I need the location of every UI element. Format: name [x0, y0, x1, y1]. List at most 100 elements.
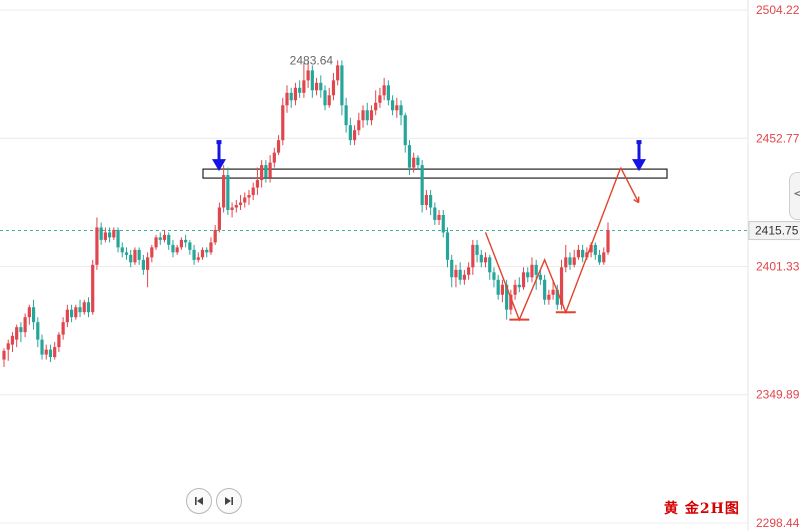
candle-body: [509, 294, 513, 310]
candle-body: [36, 322, 40, 340]
candle-body: [31, 307, 36, 323]
candle-body: [429, 195, 433, 208]
candle-body: [505, 284, 509, 310]
candle-body: [103, 232, 107, 240]
candle-body: [323, 90, 327, 106]
chart-caption: 黄 金2H图: [664, 501, 740, 517]
w-pattern-line: [484, 167, 622, 322]
candle-body: [222, 175, 226, 208]
candle-body: [551, 289, 555, 295]
candle-body: [331, 80, 336, 96]
candle-body: [293, 87, 298, 101]
candle-body: [390, 100, 395, 111]
candle-body: [6, 343, 10, 350]
candle-body: [327, 95, 331, 106]
chevron-left-icon: <: [793, 186, 800, 202]
candle-body: [471, 244, 475, 268]
candle-body: [382, 85, 386, 96]
candle-body: [217, 207, 222, 230]
candle-body: [281, 105, 285, 141]
candle-body: [213, 229, 217, 243]
candle-body: [369, 110, 374, 121]
candle-body: [462, 274, 466, 280]
candle-body: [403, 115, 407, 146]
y-tick-label: 2349.89: [756, 388, 800, 402]
candle-body: [192, 249, 196, 260]
down-arrow-right-head: [632, 159, 646, 172]
candle-body: [538, 274, 543, 280]
candle-body: [496, 279, 500, 295]
candle-body: [2, 350, 6, 360]
candle-body: [74, 307, 78, 318]
candle-body: [420, 165, 424, 205]
candle-body: [314, 82, 319, 91]
down-arrow-left-head: [212, 159, 226, 172]
resistance-box: [202, 168, 668, 179]
candle-body: [78, 307, 82, 313]
candle-body: [107, 232, 112, 238]
candle-body: [352, 130, 357, 141]
y-tick-label: 2504.22: [756, 3, 800, 17]
candle-body: [200, 249, 205, 258]
projection-line: [620, 167, 640, 203]
candle-body: [344, 105, 348, 126]
candle-body: [99, 227, 103, 240]
candle-body: [399, 105, 403, 116]
candle-body: [53, 347, 57, 358]
candle-body: [120, 247, 124, 253]
scroll-right-button[interactable]: [216, 488, 242, 514]
candle-body: [209, 242, 213, 253]
y-tick-label: 2401.33: [756, 260, 800, 274]
candle-body: [188, 242, 192, 250]
candle-body: [230, 207, 234, 210]
candle-body: [467, 267, 471, 275]
projection-arrowhead: [633, 196, 640, 204]
down-arrow-right-cap: [636, 140, 642, 145]
candle-body: [597, 254, 602, 263]
y-tick-label: 2452.77: [756, 131, 800, 145]
candle-body: [226, 175, 230, 210]
candle-body: [310, 70, 314, 91]
candle-body: [289, 92, 293, 101]
candle-body: [572, 257, 576, 265]
candle-body: [69, 309, 74, 318]
candle-body: [547, 294, 551, 300]
candle-body: [433, 207, 437, 220]
candle-body: [306, 70, 310, 81]
candle-body: [475, 244, 479, 255]
last-price-label: 2415.75: [755, 224, 799, 238]
candle-body: [357, 120, 361, 131]
candle-body: [454, 269, 458, 278]
candle-body: [492, 272, 496, 280]
candle-body: [61, 322, 65, 335]
candle-body: [378, 95, 382, 103]
candle-body: [581, 249, 585, 258]
candle-body: [285, 92, 289, 106]
candle-body: [500, 284, 505, 295]
candle-body: [141, 259, 145, 270]
candle-body: [361, 110, 365, 121]
candle-body: [568, 257, 572, 265]
candle-body: [65, 309, 69, 323]
candle-body: [606, 229, 610, 253]
candle-body: [238, 202, 243, 205]
candle-body: [576, 249, 581, 258]
down-arrow-left-cap: [216, 140, 222, 145]
candle-body: [365, 110, 369, 121]
candle-body: [386, 85, 390, 101]
candle-body: [158, 237, 162, 240]
candle-body: [298, 87, 302, 93]
candle-body: [479, 254, 483, 263]
candle-body: [450, 259, 454, 278]
side-panel-toggle[interactable]: <: [789, 172, 800, 220]
candle-body: [154, 237, 158, 248]
candle-body: [57, 334, 61, 348]
scroll-left-button[interactable]: [186, 488, 212, 514]
candle-body: [243, 197, 247, 203]
candle-body: [133, 249, 137, 263]
pattern-lines: [212, 140, 646, 322]
candle-body: [146, 257, 150, 270]
candle-body: [205, 249, 209, 253]
candles: 2483.64: [2, 53, 610, 368]
y-tick-label: 2298.44: [756, 516, 800, 530]
